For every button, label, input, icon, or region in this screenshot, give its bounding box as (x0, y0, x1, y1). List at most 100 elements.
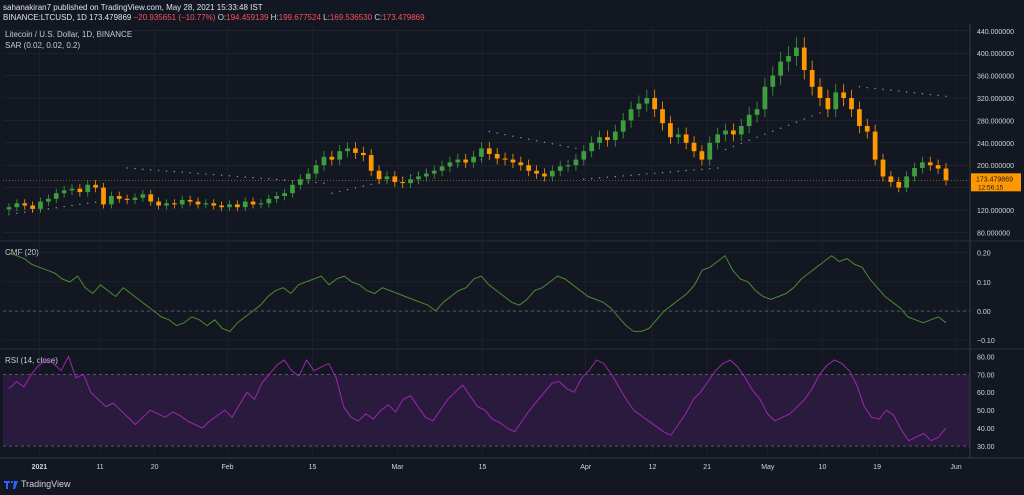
candle-body (817, 86, 823, 98)
sar-dot (79, 203, 81, 206)
sar-dot (701, 168, 703, 171)
sar-dot (354, 187, 357, 189)
tradingview-logo-icon (4, 481, 18, 489)
candle-body (14, 203, 20, 208)
sar-dot (732, 145, 735, 148)
chart-canvas[interactable]: 80.000000120.000000160.000000200.0000002… (0, 24, 1024, 476)
sar-dot (512, 135, 514, 137)
candle-body (274, 196, 280, 199)
brand-text: TradingView (21, 479, 71, 489)
cmf-tick-label: 0.00 (977, 309, 991, 316)
candle-body (61, 190, 67, 194)
sar-dot (772, 130, 774, 132)
candle-body (652, 98, 658, 110)
sar-dot (890, 89, 892, 91)
candle-body (636, 103, 642, 110)
candle-body (195, 201, 201, 205)
tradingview-logo[interactable]: TradingView (4, 479, 71, 489)
candle-body (345, 148, 350, 152)
candle-body (227, 204, 232, 208)
candle-body (715, 134, 721, 143)
candle-body (888, 176, 894, 182)
sar-dot (929, 93, 931, 96)
sar-dot (126, 167, 128, 169)
sar-dot (937, 94, 939, 97)
candle-body (368, 155, 374, 171)
candle-body (423, 173, 429, 177)
time-tick-label: 15 (479, 464, 487, 471)
price-tick-label: 280.000000 (977, 118, 1014, 125)
candle-body (943, 168, 949, 181)
candle-body (447, 162, 453, 167)
candle-body (305, 173, 311, 180)
candle-body (439, 166, 445, 171)
top-bar: sahanakiran7 published on TradingView.co… (0, 0, 1024, 24)
sar-dot (527, 138, 530, 140)
candle-body (297, 179, 303, 185)
sar-dot (661, 171, 664, 174)
sar-dot (94, 201, 97, 203)
price-tick-label: 440.000000 (977, 29, 1014, 36)
candle-body (589, 142, 595, 152)
rsi-tick-label: 60.00 (977, 390, 995, 397)
time-tick-label: 20 (151, 464, 159, 471)
sar-dot (669, 171, 672, 173)
footer: TradingView (0, 477, 1024, 495)
candle-body (321, 156, 327, 166)
time-tick-label: 19 (873, 464, 881, 471)
cmf-pane (3, 252, 970, 332)
candle-body (179, 199, 185, 205)
rsi-tick-label: 40.00 (977, 426, 995, 433)
symbol-label[interactable]: BINANCE:LTCUSD, 1D (3, 13, 87, 22)
rsi-tick-label: 70.00 (977, 372, 995, 379)
time-tick-label: 12 (649, 464, 657, 471)
cmf-pane-title[interactable]: CMF (20) (5, 248, 39, 257)
sar-dot (268, 178, 270, 180)
sar-dot (677, 170, 679, 172)
time-tick-label: 11 (96, 464, 103, 471)
candle-body (164, 203, 169, 206)
candle-body (329, 156, 335, 160)
rsi-pane (3, 355, 970, 447)
candle-body (825, 98, 831, 110)
price-tick-label: 320.000000 (977, 96, 1014, 103)
sar-dot (213, 173, 215, 176)
candle-body (6, 207, 12, 210)
sar-dot (315, 181, 317, 184)
sar-dot (614, 175, 616, 178)
candle-body (108, 196, 114, 205)
candle-body (549, 170, 555, 177)
candle-body (857, 109, 862, 126)
last-price: 173.479869 (89, 13, 132, 22)
sar-dot (535, 140, 538, 142)
candles (6, 37, 949, 214)
candle-body (53, 193, 59, 199)
candle-body (258, 203, 264, 205)
sar-dot (685, 169, 687, 172)
candle-body (242, 201, 248, 208)
sar-dot (630, 174, 632, 176)
sar-dot (882, 88, 884, 91)
sar-dot (244, 176, 246, 178)
sar-dot (24, 211, 26, 213)
sar-dot (197, 172, 199, 175)
candle-body (156, 201, 161, 206)
sar-dot (173, 170, 176, 173)
sar-dot (87, 202, 89, 204)
rsi-pane-title[interactable]: RSI (14, close) (5, 356, 58, 365)
time-tick-label: 2021 (32, 464, 48, 471)
candle-body (904, 176, 909, 188)
sar-dot (150, 169, 152, 171)
sar-dot (803, 118, 805, 120)
time-tick-label: 21 (703, 464, 711, 471)
candle-body (400, 182, 406, 184)
candle-body (707, 142, 713, 160)
sar-indicator-title[interactable]: SAR (0.02, 0.02, 0.2) (5, 41, 81, 50)
candle-body (872, 131, 878, 160)
sar-dot (779, 127, 782, 129)
candle-body (250, 201, 256, 205)
candle-body (211, 203, 217, 206)
low-value: 169.536530 (329, 13, 373, 22)
candle-body (573, 159, 579, 166)
high-value: 199.677524 (278, 13, 321, 22)
